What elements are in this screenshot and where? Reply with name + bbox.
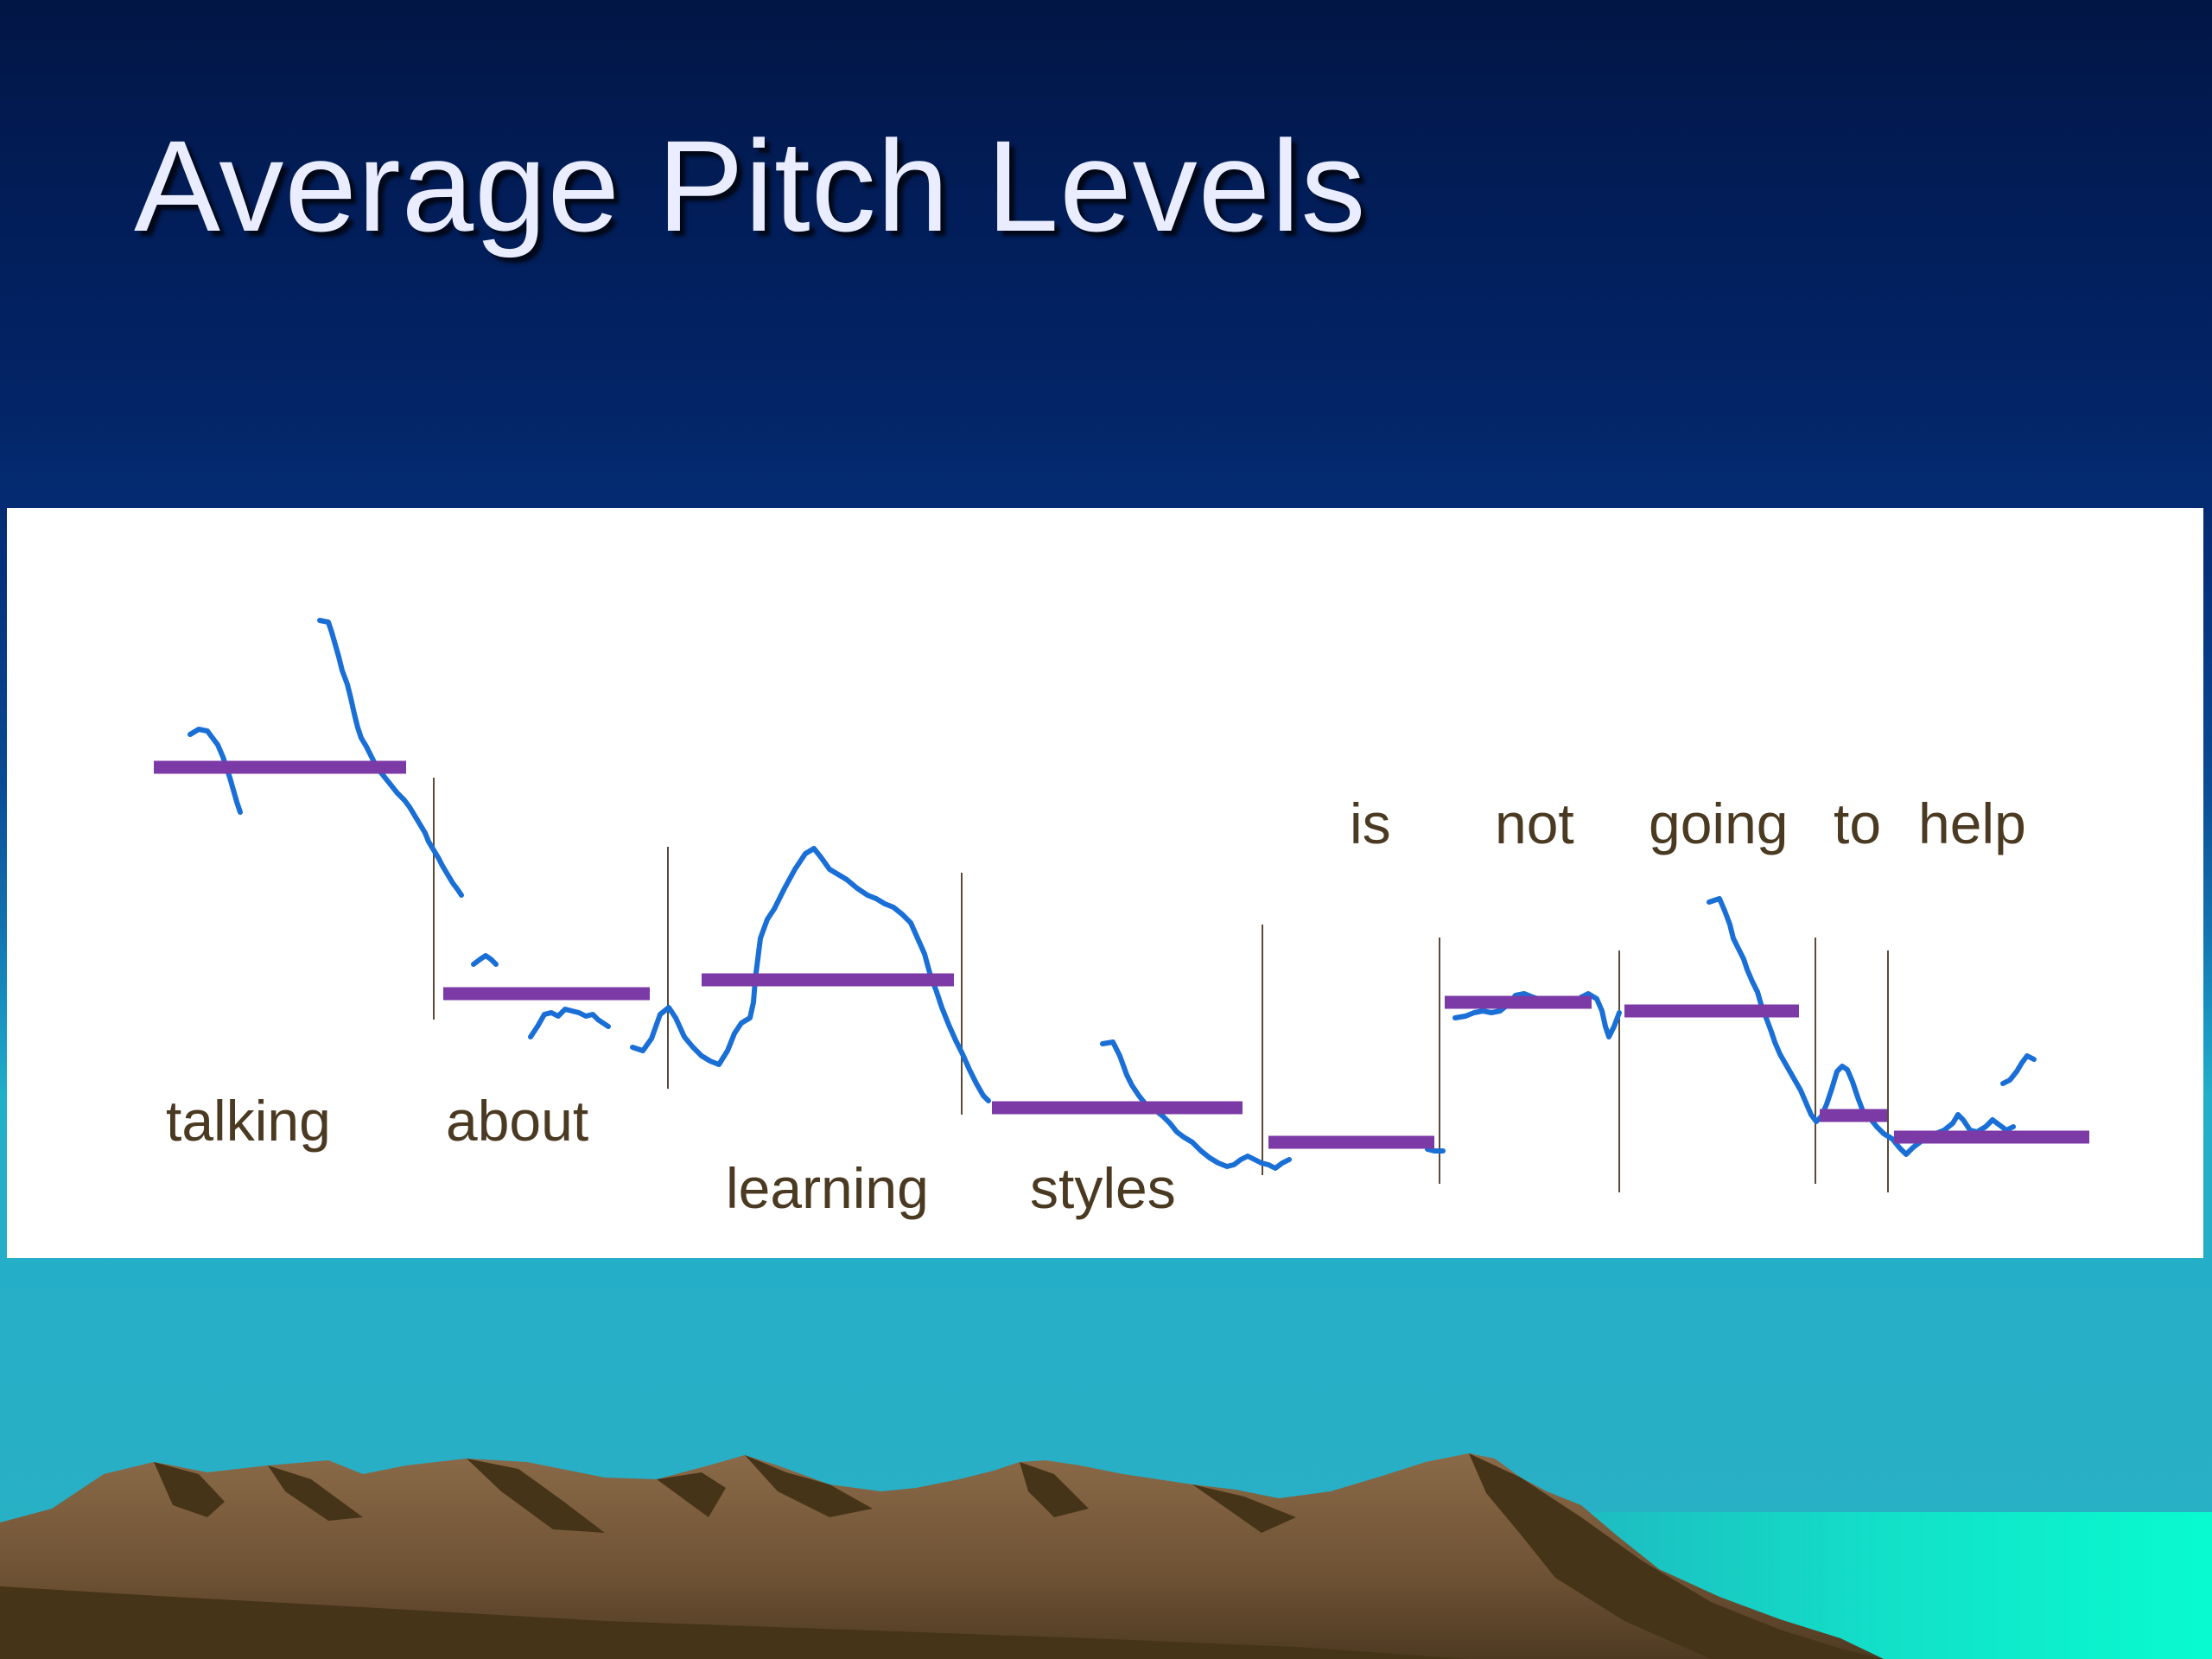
pitch-contour-segment [1707, 896, 2016, 1157]
mountain-shadows [0, 1453, 1884, 1659]
average-pitch-bars [154, 760, 2089, 1149]
pitch-contour-segment [471, 953, 499, 967]
pitch-contour-segment [1425, 1147, 1446, 1154]
word-to: to [1834, 791, 1881, 855]
mountain-range [0, 1453, 1884, 1659]
word-learning: learning [726, 1156, 929, 1220]
word-not: not [1495, 791, 1574, 855]
pitch-contour-segment [188, 727, 243, 815]
word-boundaries [433, 778, 1889, 1192]
pitch-contour-segment [2000, 1053, 2037, 1086]
word-going: going [1649, 791, 1789, 855]
word-about: about [446, 1089, 588, 1153]
word-is: is [1350, 791, 1391, 855]
pitch-diagram-panel: talking about learning styles is not goi… [7, 508, 2203, 1258]
pitch-contour-segment [630, 846, 991, 1103]
word-labels: talking about learning styles is not goi… [166, 791, 2026, 1220]
pitch-contour-segment [1100, 1039, 1292, 1171]
pitch-contour-segment [528, 1007, 611, 1039]
word-styles: styles [1030, 1156, 1176, 1220]
pitch-contour-segment [317, 618, 464, 898]
mountain-landscape [0, 1453, 2212, 1659]
word-talking: talking [166, 1089, 331, 1153]
word-help: help [1918, 791, 2026, 855]
pitch-diagram: talking about learning styles is not goi… [154, 618, 2089, 1220]
pitch-contour [188, 618, 2037, 1171]
slide-title: Average Pitch Levels [134, 113, 1367, 258]
